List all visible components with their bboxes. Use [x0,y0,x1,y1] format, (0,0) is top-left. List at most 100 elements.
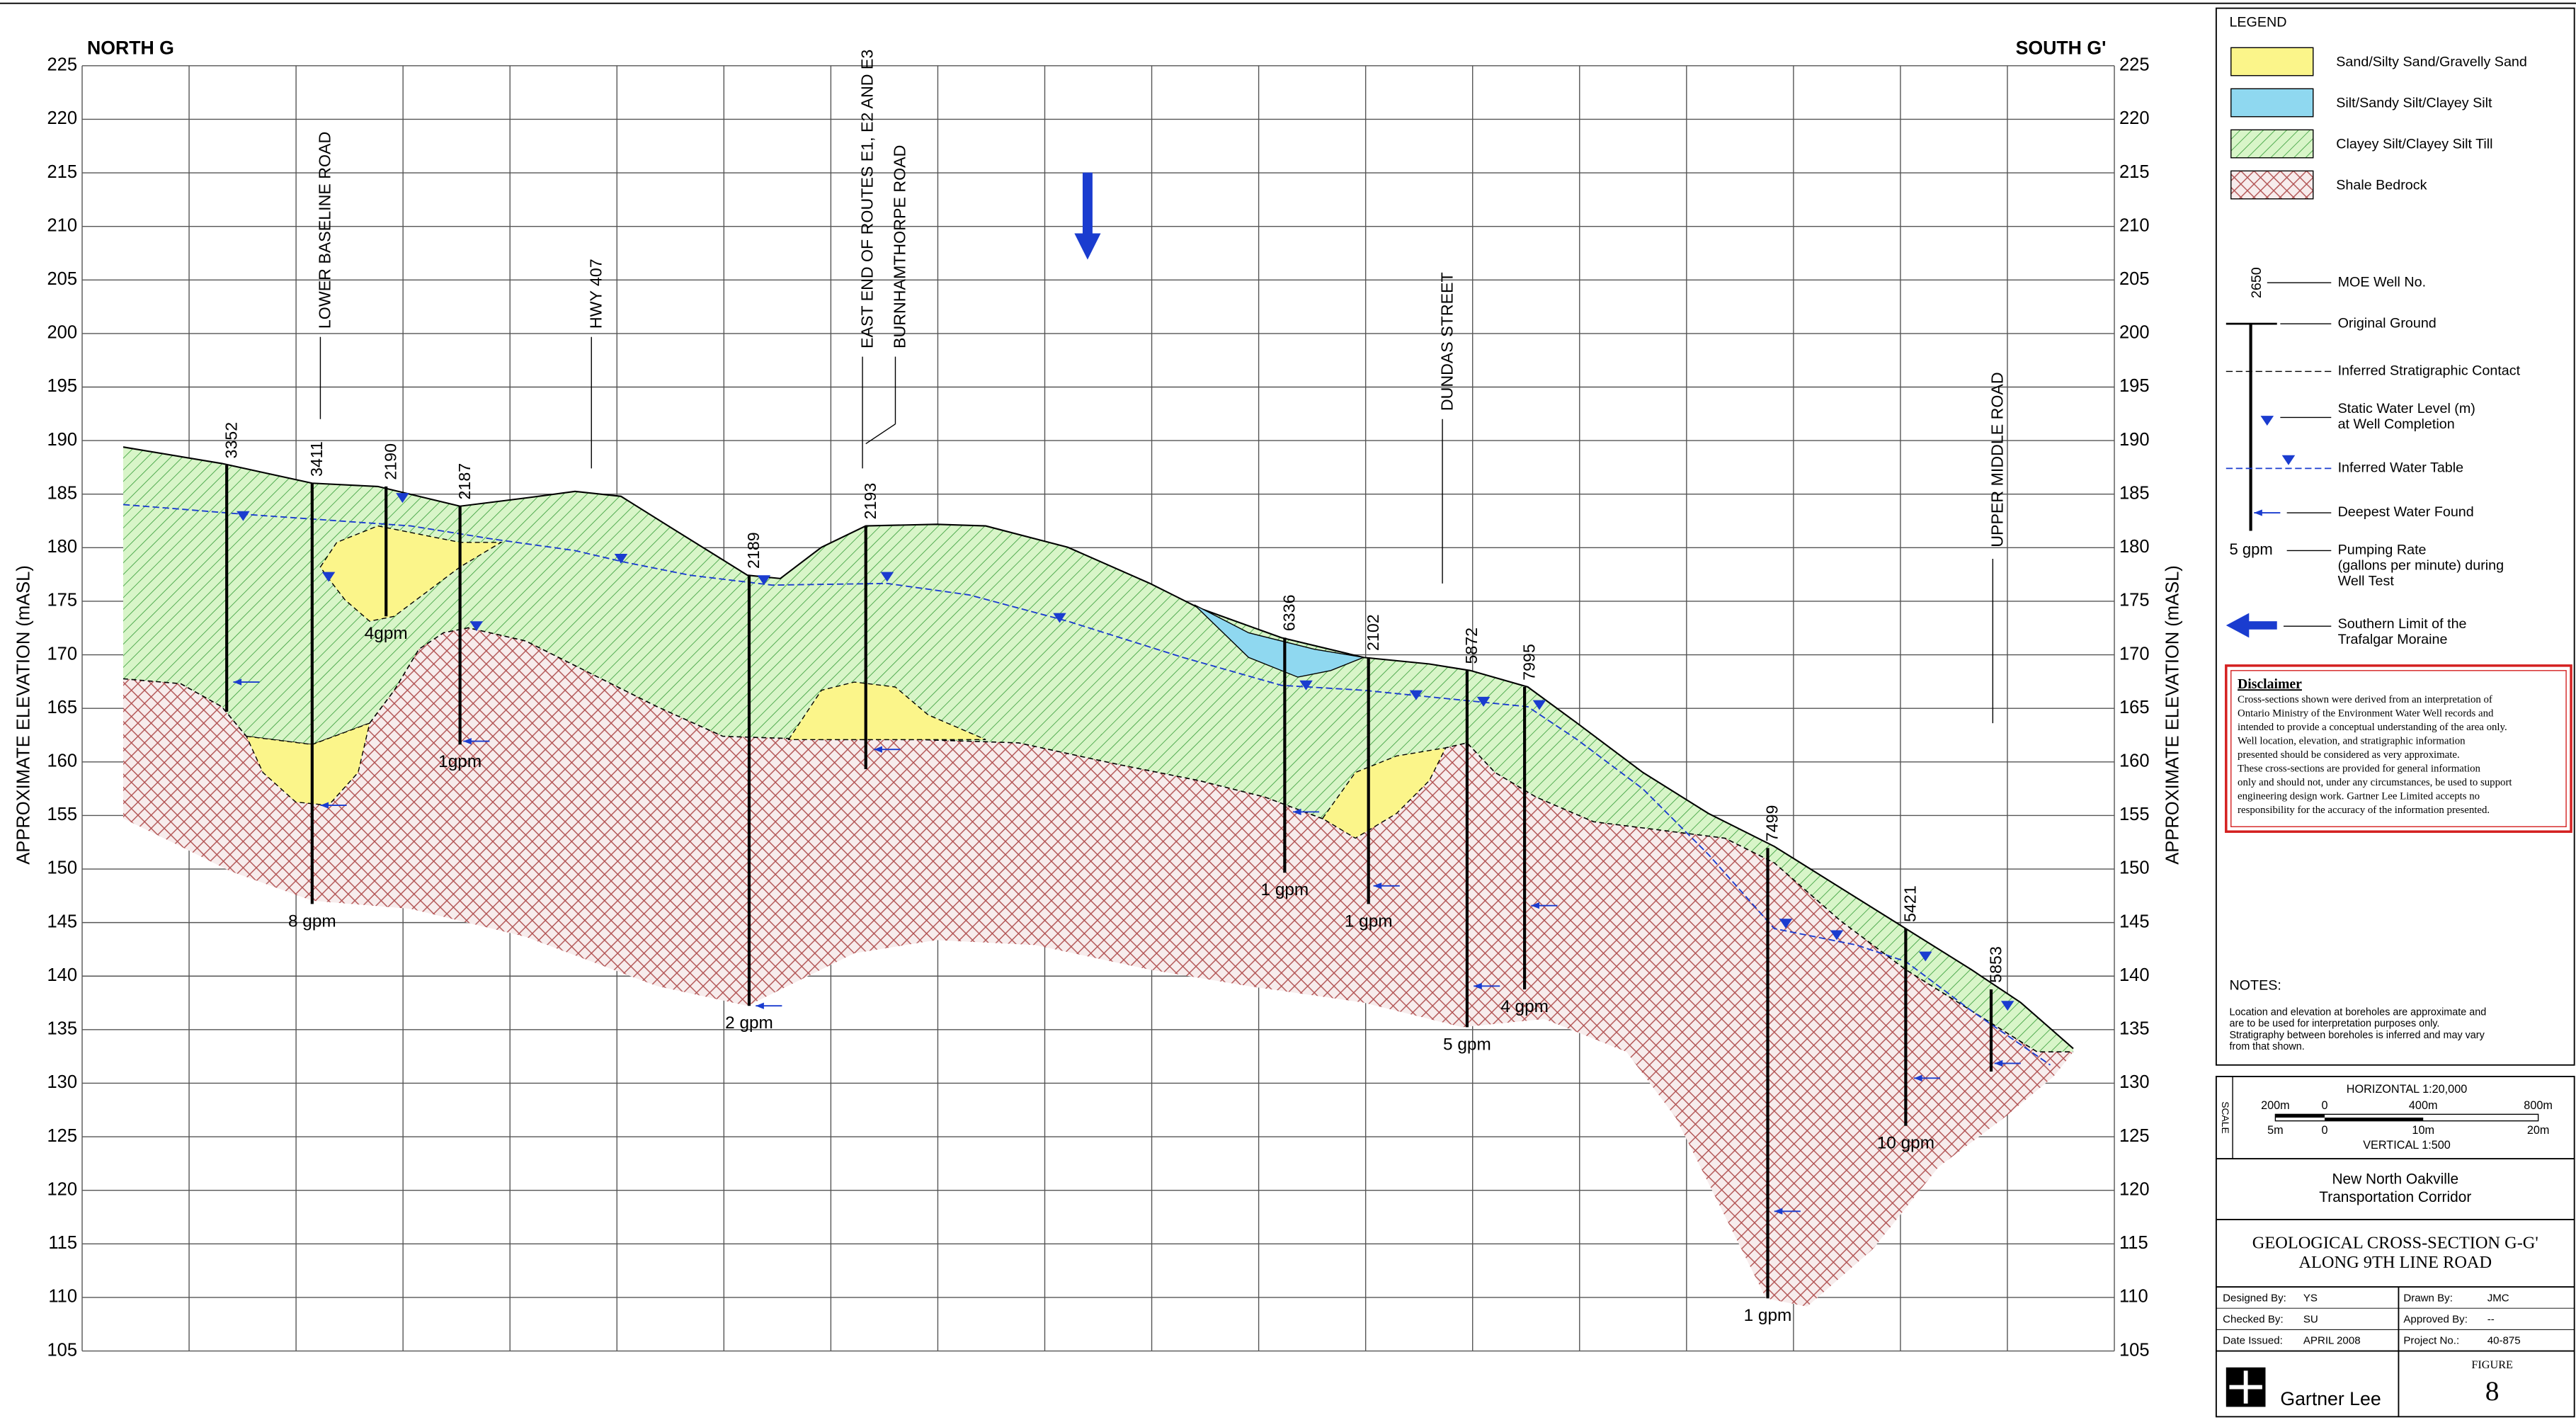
legend-swatch [2230,129,2314,159]
silt-lens [1194,604,1366,678]
y-tick-label-right: 105 [2119,1340,2150,1360]
title-table-cell: JMC [2487,1292,2509,1304]
disclaimer-line: intended to provide a conceptual underst… [2238,722,2507,733]
y-tick-label-right: 175 [2119,591,2150,610]
y-tick-label-right: 195 [2119,376,2150,396]
y-tick-label: 215 [47,162,77,182]
water-level-symbol [1053,613,1066,623]
well-number: 3411 [307,441,326,477]
title-table-cell: YS [2303,1292,2318,1304]
scale-h-label: 800m [2524,1099,2553,1112]
water-level-symbol [236,511,250,521]
water-level-symbol [469,621,484,632]
legend-symbol-label: Pumping Rate [2338,543,2427,558]
well-number: 7995 [1520,644,1538,681]
pumping-rate: 4gpm [365,624,408,643]
y-tick-label-right: 150 [2119,858,2150,878]
water-level-symbol [2000,1001,2014,1011]
disclaimer-inner [2230,670,2567,827]
water-level-symbol [2281,455,2296,465]
deepest-water-head [1292,808,1301,816]
disclaimer-line: Well location, elevation, and stratigrap… [2238,735,2466,746]
y-tick-label: 165 [47,698,77,717]
y-tick-label: 160 [47,751,77,771]
disclaimer-line: These cross-sections are provided for ge… [2238,763,2480,774]
deepest-water-head [756,1002,764,1009]
section-start: NORTH G [87,38,174,59]
pumping-rate: 10 gpm [1877,1134,1934,1153]
scale-bar-fill [2275,1114,2325,1118]
water-level-symbol [2260,416,2274,426]
legend-moraine-shaft [2247,621,2277,630]
legend-unit: Silt/Sandy Silt/Clayey Silt [2336,95,2492,110]
moraine-arrow-shaft [1082,172,1093,235]
y-tick-label-right: 200 [2119,323,2150,343]
road-label: DUNDAS STREET [1437,272,1456,411]
deepest-water-head [320,802,329,809]
y-tick-label: 145 [47,911,77,931]
y-axis-label: APPROXIMATE ELEVATION (mASL) [14,565,34,865]
notes-title: NOTES: [2229,978,2281,994]
y-tick-label: 110 [48,1287,77,1307]
drawing-title: GEOLOGICAL CROSS-SECTION G-G' [2252,1233,2538,1252]
legend-symbol-label: Inferred Stratigraphic Contact [2338,363,2521,379]
y-tick-label: 205 [47,269,77,289]
y-tick-label: 130 [47,1072,77,1092]
scale-v-label: 0 [2322,1124,2328,1137]
legend-symbol-label: Well Test [2338,574,2395,589]
y-tick-label: 180 [47,537,77,557]
legend-symbol-label: Southern Limit of the [2338,616,2467,632]
legend-symbol-label: at Well Completion [2338,416,2455,432]
y-tick-label-right: 190 [2119,430,2150,450]
y-tick-label-right: 155 [2119,805,2150,824]
water-level-symbol [1830,930,1844,941]
deepest-water-head [1474,982,1482,990]
well-number: 5421 [1901,885,1920,922]
water-level-symbol [614,554,628,564]
y-tick-label: 150 [47,858,77,878]
water-level-symbol [1409,690,1423,700]
pumping-rate: 2 gpm [725,1013,773,1033]
pumping-rate: 1 gpm [1345,911,1393,931]
sand-lens [787,681,986,740]
y-tick-label: 175 [47,591,77,610]
y-tick-label-right: 210 [2119,215,2150,235]
y-tick-label-right: 130 [2119,1072,2150,1092]
plot: 225 225 220 220 215 215 210 210 205 205 200 200 195 1… [14,38,2183,1361]
water-level-symbol [1476,696,1491,707]
y-tick-label: 190 [47,430,77,450]
side-panel: LEGEND Sand/Silty Sand/Gravelly Sand Silt/… [2215,7,2575,1418]
deepest-water-head [1994,1060,2003,1067]
legend-symbol-label: Static Water Level (m) [2338,401,2475,416]
ground-surface [122,446,2074,1050]
scale-horizontal: HORIZONTAL 1:20,000 [2347,1083,2468,1096]
well-number: 2189 [744,532,763,569]
scale-v-label: 20m [2527,1124,2550,1137]
y-tick-label: 210 [47,215,77,235]
project-name: New North Oakville [2332,1171,2458,1188]
y-tick-label-right: 110 [2119,1287,2148,1307]
sand-lens [1321,746,1447,839]
water-level-symbol [1299,680,1313,691]
y-tick-label-right: 135 [2119,1019,2150,1039]
water-level-symbol [1779,919,1793,929]
well-number: 2102 [1364,614,1382,651]
scale-v-label: 10m [2412,1124,2434,1137]
deepest-water-head [1531,902,1539,909]
deepest-water-head [874,746,882,753]
title-table-cell: Approved By: [2403,1313,2468,1325]
y-tick-label: 170 [47,644,77,664]
y-tick-label-right: 125 [2119,1126,2150,1146]
legend-symbol-label: Trafalgar Moraine [2338,632,2448,647]
legend-symbol-label: MOE Well No. [2338,274,2427,290]
deepest-water-head [1774,1208,1783,1215]
title-table-cell: -- [2487,1313,2495,1325]
title-block-frame [2215,1076,2575,1418]
legend-title: LEGEND [2229,15,2286,30]
deepest-water-head [233,678,242,686]
title-table-cell: Drawn By: [2403,1292,2453,1304]
notes-line: Location and elevation at boreholes are … [2229,1006,2486,1018]
well-number: 2193 [861,483,879,520]
